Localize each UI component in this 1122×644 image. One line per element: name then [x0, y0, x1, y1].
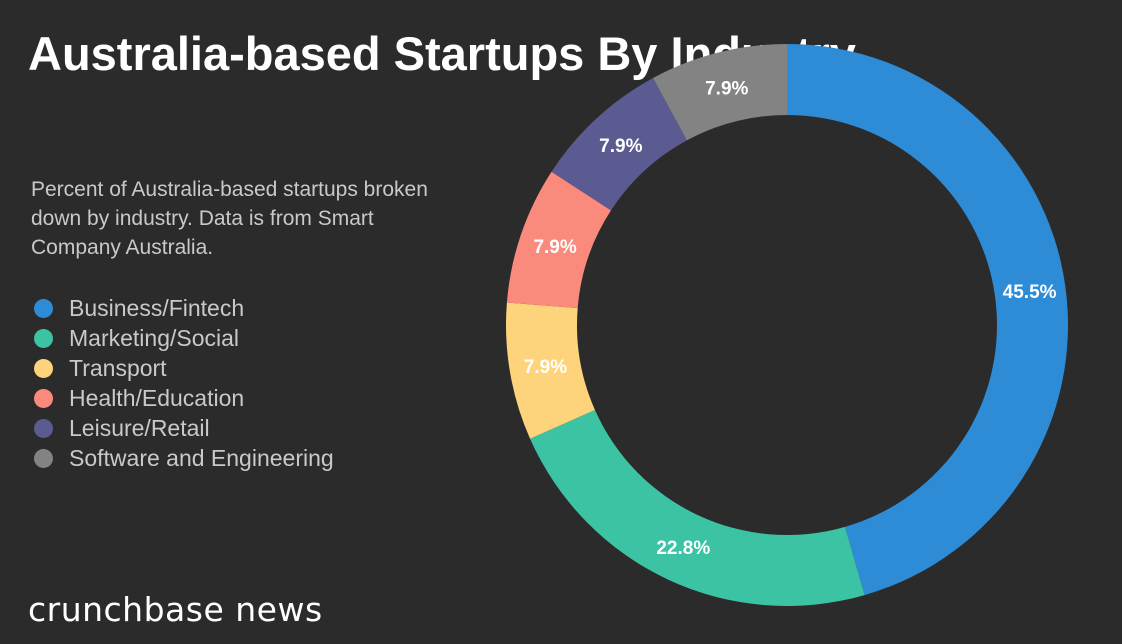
legend-label: Software and Engineering	[69, 444, 334, 471]
legend-item: Business/Fintech	[34, 293, 334, 323]
donut-slice	[530, 409, 865, 606]
legend-item: Health/Education	[34, 383, 334, 413]
data-label: 22.8%	[656, 538, 710, 559]
chart-subtitle: Percent of Australia-based startups brok…	[31, 178, 428, 259]
legend-swatch	[34, 358, 53, 378]
legend-swatch	[34, 328, 53, 348]
legend-swatch	[34, 298, 53, 318]
legend-item: Transport	[34, 353, 334, 383]
legend-label: Health/Education	[69, 384, 245, 411]
donut-slice	[551, 77, 687, 211]
legend-label: Leisure/Retail	[69, 414, 210, 441]
legend-swatch	[34, 448, 53, 468]
legend-label: Business/Fintech	[69, 294, 245, 321]
brand-logo: crunchbase news	[28, 590, 323, 629]
data-label: 7.9%	[705, 79, 748, 100]
donut-slice	[653, 44, 787, 141]
legend-swatch	[34, 418, 53, 438]
data-label: 45.5%	[1003, 282, 1057, 303]
legend-label: Transport	[69, 354, 167, 381]
legend-item: Software and Engineering	[34, 443, 334, 473]
data-label: 7.9%	[533, 237, 576, 258]
legend-item: Leisure/Retail	[34, 413, 334, 443]
data-label: 7.9%	[599, 136, 642, 157]
legend-item: Marketing/Social	[34, 323, 334, 353]
legend: Business/Fintech Marketing/Social Transpor…	[34, 293, 334, 473]
legend-swatch	[34, 388, 53, 408]
donut-slice	[787, 44, 1069, 596]
data-label: 7.9%	[524, 357, 567, 378]
legend-label: Marketing/Social	[69, 324, 240, 351]
donut-slice	[506, 171, 612, 309]
donut-slice	[506, 302, 595, 439]
